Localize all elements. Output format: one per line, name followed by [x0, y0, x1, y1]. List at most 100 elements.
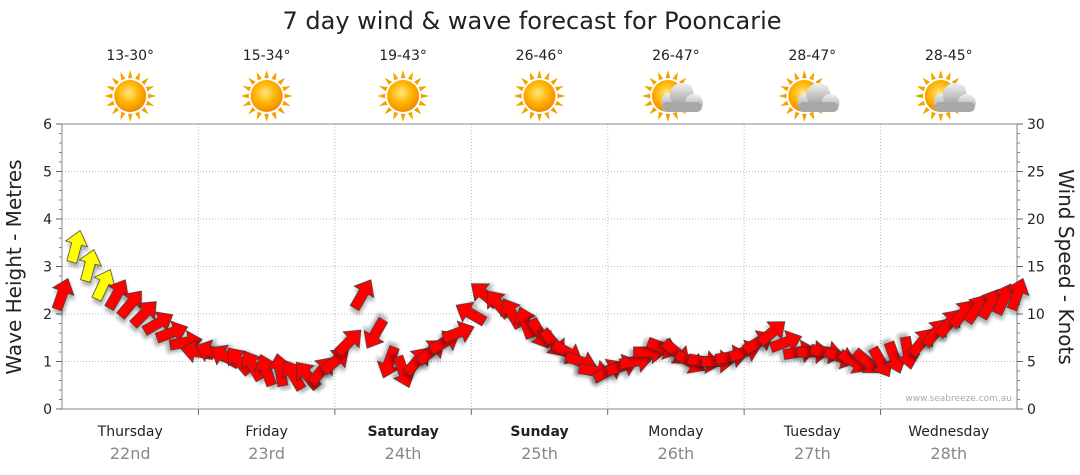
day-date-label: 22nd [110, 444, 151, 463]
sun-ray [400, 70, 406, 79]
y-axis-right-ticks: 0 5 10 15 20 25 30 [1017, 117, 1045, 418]
temperature-label: 15-34° [243, 48, 291, 64]
sun-ray [111, 106, 120, 115]
sun-ray [938, 113, 944, 122]
y-axis-right-label: Wind Speed - Knots [1054, 169, 1078, 365]
sun-ray [537, 113, 542, 122]
sun-ray [916, 100, 926, 106]
sun-icon [377, 70, 430, 122]
cloud-base [934, 102, 975, 112]
cloud-shape [797, 83, 840, 112]
sun-ray [780, 86, 789, 92]
sun-ray [407, 71, 414, 81]
sun-ray [393, 111, 399, 121]
partly-cloudy-icon [641, 70, 703, 122]
sun-ray [145, 100, 155, 106]
y-tick-label-right: 30 [1027, 117, 1045, 133]
sun-ray [111, 77, 120, 86]
y-tick-label-right: 10 [1027, 307, 1045, 323]
sun-ray [809, 111, 815, 121]
wind-arrow [363, 316, 389, 349]
y-tick-label-right: 5 [1027, 355, 1036, 371]
sun-ray [277, 77, 286, 86]
y-tick-label-right: 25 [1027, 165, 1045, 181]
sun-ray [537, 70, 542, 79]
wind-arrows [51, 230, 1030, 392]
day-labels: Thursday 22nd Friday 23rd Saturday 24th Sunday… [97, 424, 990, 463]
sun-ray [120, 71, 126, 81]
sun-ray [550, 77, 558, 86]
day-name-label: Monday [648, 424, 703, 440]
temperature-label: 26-46° [516, 48, 564, 64]
sun-ray [384, 77, 393, 86]
wind-arrow [455, 301, 488, 327]
sun-ray [780, 100, 789, 106]
sun-ray [544, 71, 550, 81]
sun-ray [271, 71, 277, 81]
day-name-label: Sunday [510, 424, 568, 440]
sun-ray [930, 71, 937, 81]
sun-ray [672, 111, 678, 121]
sun-ray [938, 70, 944, 79]
y-tick-label-left: 3 [43, 260, 52, 276]
sun-ray [393, 71, 399, 81]
sun-ray [643, 86, 653, 92]
sun-ray [414, 106, 422, 115]
sun-ray [384, 106, 393, 115]
sun-ray [802, 113, 807, 122]
sun-ray [127, 70, 133, 79]
sun-ray [418, 100, 428, 106]
day-date-label: 27th [794, 444, 831, 463]
sun-ray [282, 86, 291, 92]
sun-ray [141, 106, 149, 115]
wind-arrow [349, 279, 375, 312]
sun-icon [240, 70, 293, 122]
sun-ray [377, 93, 386, 99]
y-tick-label-right: 15 [1027, 260, 1045, 276]
sun-disc [250, 80, 283, 112]
sun-ray [922, 106, 930, 115]
sun-ray [420, 93, 430, 99]
temperature-label: 26-47° [652, 48, 700, 64]
sun-ray [264, 113, 269, 122]
sun-ray [134, 111, 141, 121]
sun-ray [657, 71, 664, 81]
sun-ray [407, 111, 414, 121]
sun-ray [271, 111, 277, 121]
y-tick-label-right: 20 [1027, 212, 1045, 228]
temperature-label: 28-45° [925, 48, 973, 64]
wind-arrow [513, 306, 537, 340]
sun-ray [282, 100, 291, 106]
temperature-label: 28-47° [789, 48, 837, 64]
sun-ray [277, 106, 286, 115]
sun-icon [104, 70, 157, 122]
y-tick-label-left: 4 [43, 212, 52, 228]
sun-ray [515, 100, 524, 106]
day-date-label: 26th [658, 444, 695, 463]
sun-ray [802, 70, 807, 79]
sun-disc [387, 80, 420, 112]
wind-arrow [1006, 277, 1030, 312]
temperature-label: 13-30° [106, 48, 154, 64]
sun-ray [550, 106, 558, 115]
partly-cloudy-icon [914, 70, 976, 122]
y-tick-label-right: 0 [1027, 402, 1036, 418]
sun-ray [284, 93, 293, 99]
sun-ray [665, 113, 671, 122]
sun-ray [148, 93, 157, 99]
sun-ray [120, 111, 126, 121]
partly-cloudy-icon [778, 70, 840, 122]
sun-ray [400, 113, 406, 122]
sun-ray [649, 106, 657, 115]
cloud-base [798, 102, 839, 112]
sun-ray [104, 93, 113, 99]
sun-ray [785, 106, 794, 115]
y-axis-left-ticks: 0 1 2 3 4 5 6 [43, 117, 62, 418]
sun-ray [418, 86, 428, 92]
day-name-label: Thursday [97, 424, 163, 440]
wind-arrow [116, 290, 142, 320]
sun-ray [515, 86, 524, 92]
sun-icon [513, 70, 566, 122]
y-tick-label-left: 1 [43, 355, 52, 371]
sun-ray [945, 111, 951, 121]
